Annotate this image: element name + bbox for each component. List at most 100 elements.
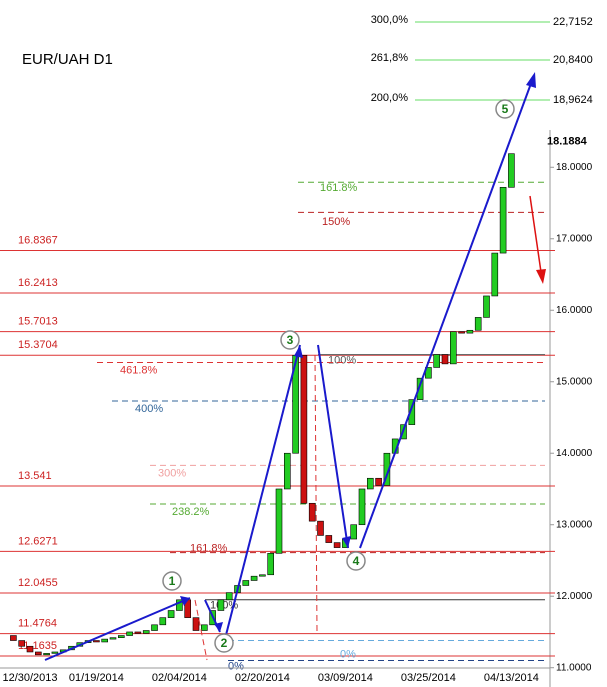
fib-label: 161.8%	[320, 182, 358, 194]
candle	[109, 637, 117, 640]
candle	[10, 635, 17, 641]
fib-label: 0%	[228, 660, 244, 672]
fib-label: 150%	[322, 216, 350, 228]
candle	[308, 502, 316, 522]
candle	[466, 329, 474, 334]
candle	[151, 624, 158, 631]
candle	[508, 153, 515, 188]
candle	[275, 488, 283, 554]
target-price: 22,7152	[553, 16, 593, 28]
dashed-projections	[194, 354, 318, 661]
wave-marker	[280, 330, 300, 350]
x-tick-label: 12/30/2013	[2, 672, 57, 684]
candle	[18, 640, 26, 647]
level-label: 11.4764	[18, 618, 57, 630]
candle	[126, 631, 133, 636]
fib-label: 161.8%	[190, 543, 228, 555]
wave-marker	[346, 551, 366, 571]
x-tick-label: 02/20/2014	[235, 672, 290, 684]
candle	[43, 653, 50, 656]
y-tick-label: 17.0000	[556, 233, 593, 244]
fib-label: 400%	[135, 403, 163, 415]
y-tick-label: 14.0000	[556, 448, 593, 459]
fib-label: 100%	[328, 354, 356, 366]
x-tick-label: 01/19/2014	[69, 672, 124, 684]
candle	[93, 640, 100, 643]
y-tick-label: 11.0000	[556, 662, 592, 673]
fib-label: 238.2%	[172, 506, 210, 518]
wave-label: 2	[221, 636, 228, 650]
x-tick-label: 03/09/2014	[318, 672, 373, 684]
wave-arrows	[44, 77, 534, 661]
level-label: 15.3704	[18, 339, 58, 351]
wave-label: 5	[502, 102, 509, 116]
candle	[167, 610, 175, 618]
target-price: 20,8400	[553, 54, 593, 66]
candle	[333, 542, 341, 548]
x-tick-label: 03/25/2014	[401, 672, 456, 684]
target-pct: 300,0%	[371, 14, 409, 26]
target-pct: 261,8%	[371, 52, 409, 64]
candle	[358, 488, 366, 526]
candle	[26, 645, 34, 653]
down-arrow	[529, 195, 546, 284]
fib-label: 300%	[158, 467, 186, 479]
candle	[134, 631, 142, 634]
candle	[350, 524, 358, 540]
wave-marker	[214, 633, 234, 653]
candle	[317, 520, 324, 536]
chart-title: EUR/UAH D1	[22, 51, 113, 68]
candle	[201, 624, 208, 631]
level-label: 12.0455	[18, 577, 58, 589]
level-label: 13.541	[18, 470, 52, 482]
x-tick-label: 04/13/2014	[484, 672, 539, 684]
candle	[51, 651, 59, 654]
candle	[217, 599, 225, 611]
candle	[458, 331, 465, 334]
wave-label: 3	[287, 333, 294, 347]
y-tick-label: 15.0000	[556, 376, 593, 387]
candle	[242, 580, 250, 586]
candle	[225, 592, 233, 601]
level-label: 15.7013	[18, 316, 58, 328]
candle	[474, 317, 482, 331]
candle	[34, 651, 42, 656]
candle	[176, 599, 183, 611]
candle	[491, 252, 499, 297]
candle	[300, 354, 308, 504]
fib-label: 461.8%	[120, 364, 158, 376]
x-tick-label: 02/04/2014	[152, 672, 207, 684]
candle	[366, 477, 374, 490]
wave-label: 4	[353, 554, 360, 568]
fib-label: 0%	[340, 648, 356, 660]
wave-marker	[162, 571, 182, 591]
level-label: 16.2413	[18, 277, 58, 289]
candle	[408, 399, 416, 425]
candle	[159, 617, 167, 626]
y-tick-label: 12.0000	[556, 591, 593, 602]
candle	[433, 354, 441, 368]
candle	[375, 477, 382, 486]
y-tick-label: 18.0000	[556, 162, 593, 173]
level-label: 12.6271	[18, 535, 58, 547]
candle	[250, 575, 258, 581]
candle	[101, 638, 108, 643]
candle	[192, 617, 200, 631]
wave-marker	[495, 99, 515, 119]
arrowheads	[180, 72, 536, 632]
candle	[449, 331, 457, 365]
candle	[118, 635, 125, 638]
candle	[283, 452, 291, 490]
y-tick-label: 16.0000	[556, 305, 593, 316]
candle	[483, 295, 490, 318]
y-tick-label: 13.0000	[556, 519, 593, 530]
candle	[259, 574, 266, 577]
wave-label: 1	[169, 574, 176, 588]
candle	[416, 377, 424, 400]
level-label: 16.8367	[18, 234, 58, 246]
candle	[267, 553, 275, 576]
target-pct: 200,0%	[371, 92, 409, 104]
candle	[325, 535, 333, 543]
candle	[142, 630, 150, 634]
